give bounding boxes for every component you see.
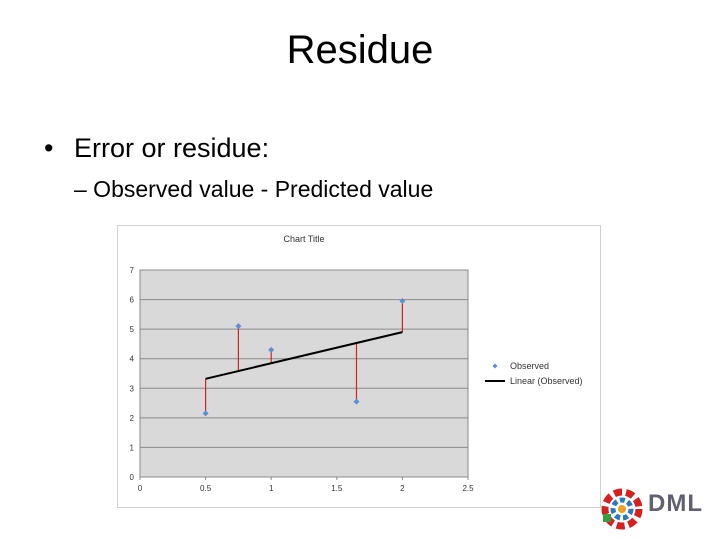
- sub-bullet-text: – Observed value - Predicted value: [74, 176, 434, 202]
- data-point: [399, 298, 406, 305]
- x-tick-label: 0: [138, 484, 143, 493]
- y-tick-label: 4: [130, 355, 135, 364]
- logo-text: DML: [648, 490, 703, 517]
- bullet-dot-icon: •: [44, 133, 54, 163]
- x-tick-label: 2.5: [462, 484, 474, 493]
- bullet-text: Error or residue:: [74, 133, 270, 163]
- x-tick-label: 1: [269, 484, 274, 493]
- legend-label-linear: Linear (Observed): [510, 376, 583, 386]
- legend-label-observed: Observed: [510, 361, 549, 371]
- bullet-item: • Error or residue:: [44, 133, 269, 164]
- y-tick-label: 2: [130, 414, 135, 423]
- trendline: [205, 331, 403, 380]
- y-tick-label: 5: [130, 325, 135, 334]
- y-tick-label: 0: [130, 473, 135, 482]
- y-tick-label: 3: [130, 384, 135, 393]
- data-point: [268, 346, 275, 353]
- y-tick-label: 1: [130, 443, 135, 452]
- y-tick-label: 6: [130, 296, 135, 305]
- data-point: [353, 398, 360, 405]
- plot-area: [139, 269, 469, 478]
- x-tick-label: 2: [400, 484, 405, 493]
- dml-logo: DML: [600, 484, 712, 534]
- data-point: [235, 323, 242, 330]
- dml-logo-icon: [601, 488, 643, 530]
- data-point: [202, 410, 209, 417]
- chart-title: Chart Title: [283, 234, 324, 244]
- x-tick-label: 1.5: [331, 484, 343, 493]
- legend-marker-observed: [492, 363, 498, 369]
- x-tick-label: 0.5: [200, 484, 212, 493]
- slide-title: Residue: [286, 28, 434, 72]
- residual-scatter-chart: 0 1 2 3 4 5 6 7 0 0.5 1 1.5 2 2.5 Chart Title Observed L…: [130, 234, 583, 493]
- y-tick-label: 7: [130, 266, 135, 275]
